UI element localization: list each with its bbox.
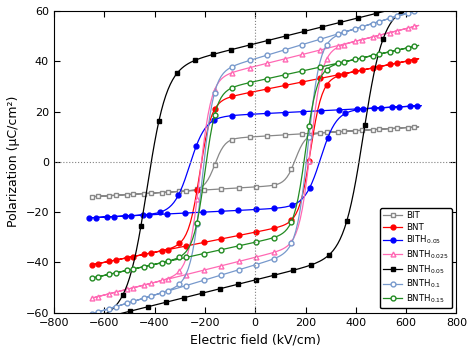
BITH$_{0.05}$	[86, 216, 92, 220]
BNTH$_{0.025}$	[416, 23, 421, 28]
BNT	[341, 72, 347, 76]
BNTH$_{0.15}$	[341, 60, 347, 64]
BNTH$_{0.025}$	[341, 42, 347, 47]
Line: BNTH$_{0.05}$: BNTH$_{0.05}$	[84, 0, 426, 324]
BNTH$_{0.15}$	[89, 276, 94, 280]
BIT	[89, 195, 94, 199]
BIT	[416, 125, 421, 129]
Y-axis label: Polarization (μC/cm²): Polarization (μC/cm²)	[7, 96, 20, 227]
BNTH$_{0.05}$	[357, 151, 363, 156]
BNTH$_{0.1}$	[91, 311, 97, 315]
X-axis label: Electric field (kV/cm): Electric field (kV/cm)	[190, 333, 320, 346]
BITH$_{0.05}$	[146, 213, 152, 217]
BNT	[89, 263, 94, 267]
BNTH$_{0.1}$	[89, 312, 94, 316]
BNTH$_{0.1}$	[89, 312, 94, 316]
BNT	[148, 251, 154, 255]
BNTH$_{0.1}$	[190, 281, 195, 286]
BNT	[355, 69, 360, 73]
BNTH$_{0.1}$	[355, 26, 360, 30]
BNT	[89, 263, 94, 267]
BNTH$_{0.05}$	[84, 320, 90, 324]
BNT	[416, 56, 421, 61]
BITH$_{0.05}$	[419, 104, 424, 108]
BNT	[190, 243, 195, 247]
BNTH$_{0.15}$	[190, 254, 195, 258]
BNTH$_{0.15}$	[89, 276, 94, 280]
BIT	[148, 191, 154, 195]
Line: BNTH$_{0.1}$: BNTH$_{0.1}$	[89, 7, 421, 316]
BNTH$_{0.025}$	[355, 39, 360, 43]
BITH$_{0.05}$	[356, 107, 362, 112]
BNTH$_{0.15}$	[91, 276, 97, 280]
BNTH$_{0.025}$	[190, 271, 195, 275]
BNTH$_{0.1}$	[416, 7, 421, 12]
BNTH$_{0.15}$	[355, 57, 360, 61]
BNTH$_{0.05}$	[421, 0, 427, 4]
BNTH$_{0.15}$	[352, 57, 358, 61]
Line: BNTH$_{0.025}$: BNTH$_{0.025}$	[89, 23, 421, 301]
BNTH$_{0.1}$	[148, 294, 154, 298]
BIT	[355, 128, 360, 133]
BNTH$_{0.05}$	[344, 219, 350, 223]
BNTH$_{0.1}$	[341, 30, 347, 35]
BIT	[190, 189, 195, 193]
BNTH$_{0.15}$	[148, 263, 154, 267]
BITH$_{0.05}$	[89, 216, 94, 220]
Line: BNT: BNT	[89, 56, 421, 267]
Line: BIT: BIT	[89, 124, 421, 199]
BNTH$_{0.05}$	[145, 305, 151, 309]
Line: BNTH$_{0.15}$: BNTH$_{0.15}$	[89, 43, 421, 281]
BNTH$_{0.025}$	[89, 296, 94, 300]
BNTH$_{0.025}$	[148, 281, 154, 286]
BITH$_{0.05}$	[86, 216, 92, 220]
BITH$_{0.05}$	[354, 108, 359, 112]
BNTH$_{0.05}$	[356, 165, 361, 169]
BIT	[352, 128, 358, 133]
BNTH$_{0.05}$	[86, 319, 91, 323]
BITH$_{0.05}$	[343, 111, 348, 115]
BNTH$_{0.025}$	[352, 39, 358, 43]
BNTH$_{0.025}$	[91, 295, 97, 300]
BNT	[352, 70, 358, 74]
BIT	[341, 129, 347, 133]
BNT	[91, 262, 97, 267]
BIT	[89, 195, 94, 199]
BNTH$_{0.15}$	[416, 43, 421, 48]
BIT	[91, 195, 97, 199]
BITH$_{0.05}$	[189, 211, 194, 215]
BNTH$_{0.1}$	[352, 27, 358, 31]
BNTH$_{0.05}$	[84, 319, 90, 324]
Legend: BIT, BNT, BITH$_{0.05}$, BNTH$_{0.025}$, BNTH$_{0.05}$, BNTH$_{0.1}$, BNTH$_{0.1: BIT, BNT, BITH$_{0.05}$, BNTH$_{0.025}$,…	[380, 208, 452, 308]
Line: BITH$_{0.05}$: BITH$_{0.05}$	[87, 103, 424, 220]
BNTH$_{0.025}$	[89, 296, 94, 300]
BNTH$_{0.05}$	[188, 294, 193, 298]
